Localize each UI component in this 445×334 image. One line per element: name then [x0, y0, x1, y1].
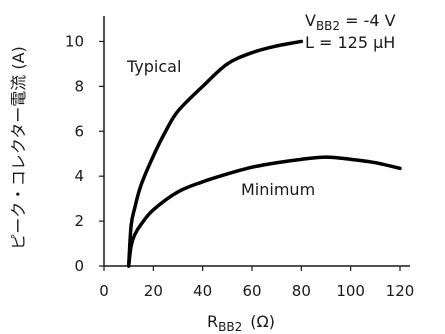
y-axis-title: ピーク・コレクター電流 (A)	[9, 46, 28, 250]
x-title-sub: BB2	[218, 320, 242, 334]
y-tick-label: 2	[74, 212, 84, 230]
x-tick-label: 80	[292, 282, 311, 300]
inductance-annotation: L = 125 μH	[305, 33, 395, 52]
y-tick-label: 0	[74, 257, 84, 275]
series-group	[126, 39, 402, 268]
x-tick-label: 40	[193, 282, 212, 300]
x-tick-label: 0	[99, 282, 109, 300]
vbb2-annotation: VBB2 = -4 V	[305, 11, 396, 33]
x-tick-label: 20	[144, 282, 163, 300]
axes: 0 20 40 60 80 100 120 0 2 4 6 8 10	[65, 16, 414, 300]
series-label-typical: Typical	[126, 57, 181, 76]
x-tick-label: 60	[242, 282, 261, 300]
x-tick-label: 100	[336, 282, 365, 300]
y-tick-label: 4	[74, 167, 84, 185]
vbb2-sub: BB2	[316, 19, 340, 33]
series-line-typical	[126, 39, 304, 268]
x-title-unit: (Ω)	[250, 312, 275, 331]
series-label-minimum: Minimum	[241, 180, 315, 199]
y-tick-label: 8	[74, 77, 84, 95]
vbb2-main: V	[305, 11, 316, 30]
labels-group: Typical Minimum VBB2 = -4 V L = 125 μH R…	[9, 11, 396, 334]
x-axis-title: RBB2 (Ω)	[207, 312, 275, 334]
series-line-minimum	[126, 155, 402, 268]
vbb2-value: = -4 V	[340, 11, 396, 30]
x-title-main: R	[207, 312, 218, 331]
y-tick-label: 10	[65, 32, 84, 50]
y-tick-label: 6	[74, 122, 84, 140]
x-tick-label: 120	[386, 282, 415, 300]
